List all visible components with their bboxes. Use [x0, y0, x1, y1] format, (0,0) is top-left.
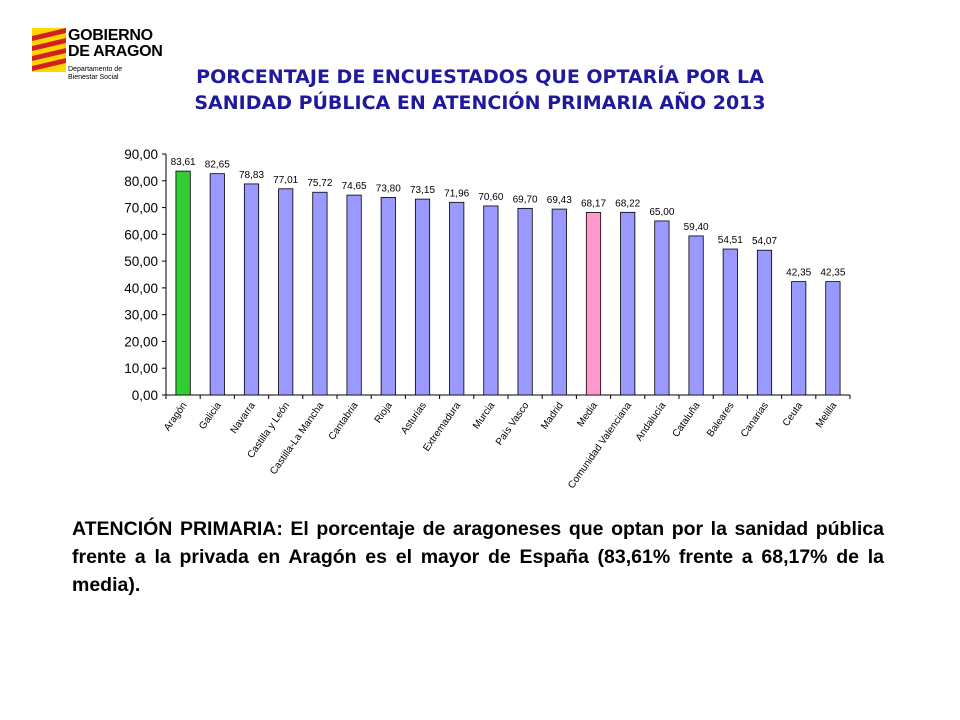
bar — [414, 198, 431, 396]
bar — [312, 191, 328, 396]
data-label: 75,72 — [307, 178, 332, 189]
x-tick-label: Cantabria — [327, 400, 361, 442]
logo-department: Departamento de Bienestar Social — [68, 66, 122, 82]
data-label: 83,61 — [171, 157, 196, 168]
data-label: 70,60 — [478, 192, 503, 203]
y-tick-label: 30,00 — [124, 308, 158, 323]
data-label: 54,51 — [718, 235, 743, 246]
data-label: 69,43 — [547, 195, 572, 206]
x-tick-label: Murcia — [471, 400, 497, 431]
x-tick-label: Navarra — [229, 400, 259, 436]
data-label: 68,17 — [581, 198, 606, 209]
bar — [209, 173, 225, 396]
data-label: 82,65 — [205, 160, 230, 171]
x-tick-label: Asturias — [399, 400, 429, 436]
data-label: 59,40 — [684, 222, 709, 233]
y-tick-label: 60,00 — [124, 227, 158, 242]
bar — [346, 194, 362, 396]
bar — [243, 183, 260, 396]
bar — [756, 249, 773, 396]
aragon-stripes-icon — [32, 28, 66, 72]
x-tick-label: Baleares — [705, 400, 737, 439]
caption-text: ATENCIÓN PRIMARIA: El porcentaje de arag… — [72, 518, 884, 596]
data-label: 42,35 — [786, 268, 811, 279]
y-tick-label: 80,00 — [124, 174, 158, 189]
logo-name-line2: DE ARAGON — [68, 43, 163, 60]
data-label: 77,01 — [273, 175, 298, 186]
chart-title-line2: SANIDAD PÚBLICA EN ATENCIÓN PRIMARIA AÑO… — [194, 92, 766, 114]
bar — [517, 207, 533, 396]
bar — [175, 170, 191, 396]
data-label: 54,07 — [752, 236, 777, 247]
bar — [278, 188, 294, 396]
data-label: 42,35 — [820, 268, 845, 279]
bar — [722, 248, 738, 396]
x-tick-label: Media — [575, 400, 600, 429]
x-tick-label: Andalucía — [634, 400, 669, 443]
bar — [483, 205, 499, 396]
logo-name-line1: GOBIERNO — [68, 27, 153, 44]
data-label: 68,22 — [615, 198, 640, 209]
bar — [585, 212, 602, 396]
x-tick-label: Cataluña — [671, 400, 703, 439]
y-tick-label: 90,00 — [124, 147, 158, 162]
x-tick-label: País Vasco — [494, 400, 532, 447]
y-tick-label: 20,00 — [124, 334, 158, 349]
data-label: 74,65 — [342, 181, 367, 192]
x-tick-label: Melilla — [814, 400, 840, 430]
bar — [449, 201, 465, 396]
y-tick-label: 50,00 — [124, 254, 158, 269]
data-label: 65,00 — [649, 207, 674, 218]
chart-title: PORCENTAJE DE ENCUESTADOS QUE OPTARÍA PO… — [150, 64, 810, 116]
data-label: 71,96 — [444, 188, 469, 199]
y-tick-label: 10,00 — [124, 361, 158, 376]
bar — [654, 220, 670, 396]
logo-gobierno-aragon: GOBIERNO DE ARAGON Departamento de Biene… — [32, 26, 172, 86]
logo-name: GOBIERNO DE ARAGON — [68, 28, 163, 60]
bar — [380, 196, 396, 396]
y-tick-label: 0,00 — [132, 388, 158, 403]
data-label: 69,70 — [513, 194, 538, 205]
x-tick-label: Ceuta — [781, 400, 806, 429]
bar — [551, 208, 567, 396]
x-tick-label: Aragón — [162, 400, 190, 433]
data-label: 78,83 — [239, 170, 264, 181]
x-tick-label: Rioja — [373, 400, 395, 425]
y-tick-label: 70,00 — [124, 201, 158, 216]
bar — [620, 211, 636, 396]
data-label: 73,80 — [376, 183, 401, 194]
bar — [825, 281, 841, 396]
x-tick-label: Madrid — [539, 400, 566, 431]
x-tick-label: Galicia — [197, 400, 224, 432]
logo-dept-line2: Bienestar Social — [68, 74, 119, 81]
bar-chart: 0,00 10,00 20,00 30,00 40,00 50,00 60,00 70,00 8… — [124, 147, 851, 491]
logo-dept-line1: Departamento de — [68, 66, 123, 73]
chart-title-line1: PORCENTAJE DE ENCUESTADOS QUE OPTARÍA PO… — [196, 66, 764, 88]
x-tick-label: Comunidad Valenciana — [566, 400, 634, 491]
y-tick-label: 40,00 — [124, 281, 158, 296]
bar — [688, 235, 704, 396]
bar — [791, 281, 807, 396]
x-tick-label: Canarias — [739, 400, 771, 439]
data-label: 73,15 — [410, 185, 435, 196]
